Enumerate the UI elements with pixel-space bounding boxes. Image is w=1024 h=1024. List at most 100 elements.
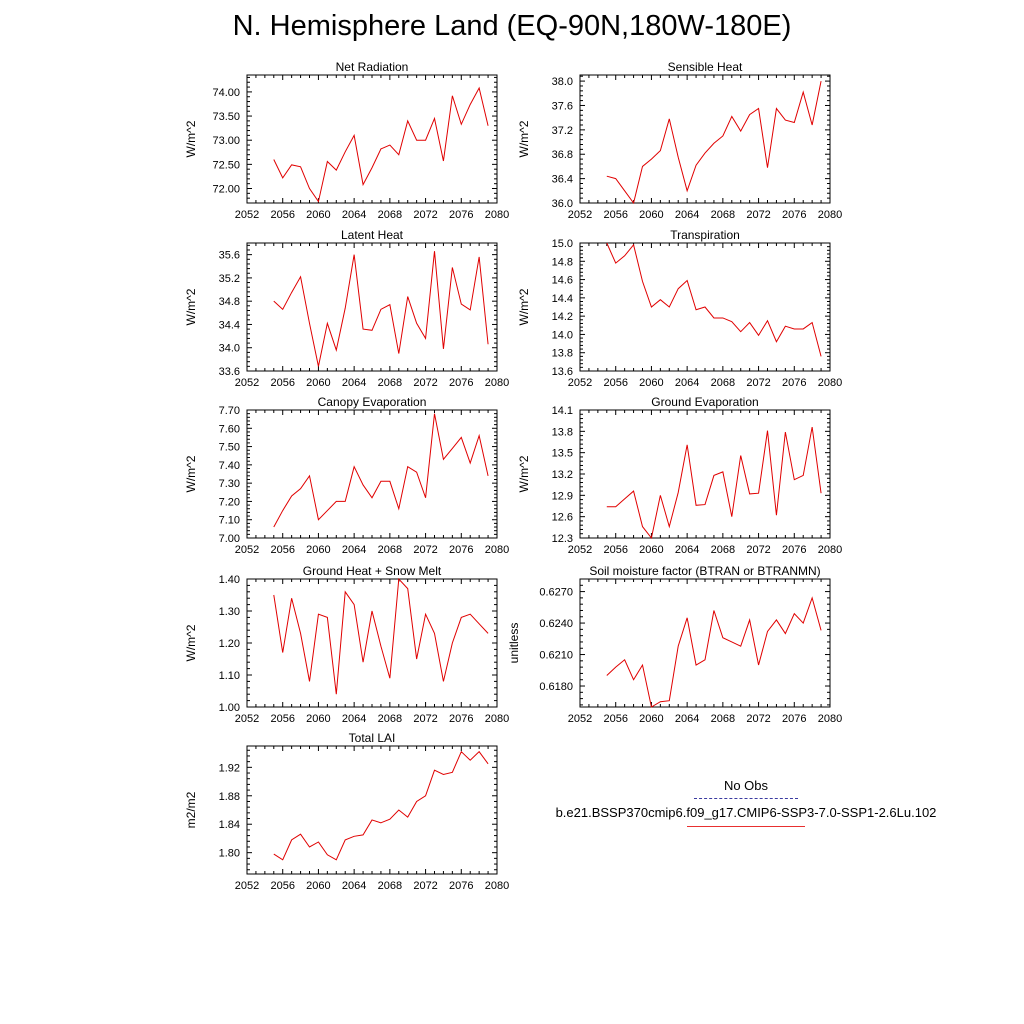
- legend: No Obs b.e21.BSSP370cmip6.f09_g17.CMIP6-…: [520, 778, 972, 827]
- x-tick-label: 2064: [675, 544, 699, 556]
- series-line: [273, 750, 489, 861]
- y-axis-label: W/m^2: [184, 120, 198, 157]
- x-tick-label: 2064: [342, 377, 366, 389]
- x-tick-label: 2072: [746, 377, 770, 389]
- series-line: [606, 596, 822, 708]
- y-axis-label: W/m^2: [184, 455, 198, 492]
- y-tick-label: 15.0: [552, 238, 573, 250]
- x-tick-label: 2052: [568, 209, 592, 221]
- x-tick-label: 2080: [485, 880, 509, 892]
- x-tick-label: 2068: [711, 209, 735, 221]
- x-tick-label: 2056: [603, 209, 627, 221]
- y-tick-label: 34.0: [219, 343, 240, 355]
- y-tick-label: 7.50: [219, 442, 240, 454]
- plot-frame: [579, 409, 831, 539]
- x-tick-label: 2064: [342, 544, 366, 556]
- y-axis-label: unitless: [507, 623, 521, 664]
- x-tick-label: 2080: [818, 209, 842, 221]
- x-tick-label: 2052: [568, 713, 592, 725]
- x-tick-label: 2068: [378, 880, 402, 892]
- x-tick-label: 2052: [235, 377, 259, 389]
- y-tick-label: 36.4: [552, 174, 573, 186]
- x-tick-label: 2080: [485, 209, 509, 221]
- x-tick-label: 2056: [270, 713, 294, 725]
- y-tick-label: 34.4: [219, 319, 240, 331]
- x-tick-label: 2068: [378, 209, 402, 221]
- x-tick-label: 2052: [235, 209, 259, 221]
- x-tick-label: 2072: [413, 544, 437, 556]
- x-tick-label: 2060: [639, 209, 663, 221]
- x-tick-label: 2072: [746, 544, 770, 556]
- series-line: [273, 86, 489, 203]
- y-tick-label: 13.8: [552, 348, 573, 360]
- series-line: [273, 577, 489, 695]
- x-tick-label: 2064: [675, 377, 699, 389]
- y-axis-label: W/m^2: [517, 288, 531, 325]
- plot-frame: [579, 578, 831, 708]
- y-tick-label: 0.6180: [539, 681, 573, 693]
- y-tick-label: 36.8: [552, 149, 573, 161]
- x-tick-label: 2068: [711, 377, 735, 389]
- panel-title: Soil moisture factor (BTRAN or BTRANMN): [589, 564, 820, 578]
- y-tick-label: 12.9: [552, 490, 573, 502]
- x-tick-label: 2056: [270, 880, 294, 892]
- y-tick-label: 13.6: [552, 366, 573, 378]
- y-tick-label: 34.8: [219, 296, 240, 308]
- panel-title: Total LAI: [349, 731, 396, 745]
- x-tick-label: 2072: [746, 713, 770, 725]
- panel-title: Latent Heat: [341, 228, 404, 242]
- x-tick-label: 2080: [485, 377, 509, 389]
- y-tick-label: 1.80: [219, 848, 240, 860]
- series-line: [606, 426, 822, 540]
- y-tick-label: 1.00: [219, 702, 240, 714]
- y-tick-label: 33.6: [219, 366, 240, 378]
- y-tick-label: 14.8: [552, 256, 573, 268]
- y-tick-label: 35.6: [219, 250, 240, 262]
- x-tick-label: 2064: [675, 713, 699, 725]
- x-tick-label: 2052: [235, 544, 259, 556]
- panel-title: Net Radiation: [336, 60, 409, 74]
- y-tick-label: 35.2: [219, 273, 240, 285]
- x-tick-label: 2068: [711, 713, 735, 725]
- y-tick-label: 0.6270: [539, 587, 573, 599]
- panel-canopy-evaporation: Canopy Evaporation W/m^2 2052 2056 2060 2064 2…: [184, 395, 509, 556]
- x-tick-label: 2056: [270, 544, 294, 556]
- panel-title: Ground Evaporation: [651, 395, 758, 409]
- x-tick-label: 2060: [306, 544, 330, 556]
- legend-model-label: b.e21.BSSP370cmip6.f09_g17.CMIP6-SSP3-7.…: [555, 805, 937, 820]
- y-tick-label: 74.00: [212, 87, 240, 99]
- x-tick-label: 2072: [413, 880, 437, 892]
- x-tick-label: 2072: [413, 713, 437, 725]
- y-tick-label: 1.92: [219, 762, 240, 774]
- panel-soil-moisture-factor-btran-or-btranmn: Soil moisture factor (BTRAN or BTRANMN) u…: [507, 564, 842, 725]
- x-tick-label: 2076: [782, 544, 806, 556]
- panel-ground-heat-snow-melt: Ground Heat + Snow Melt W/m^2 2052 2056 2060…: [184, 564, 509, 725]
- y-tick-label: 38.0: [552, 76, 573, 88]
- y-tick-label: 72.00: [212, 184, 240, 196]
- plot-frame: [579, 74, 831, 204]
- y-tick-label: 7.20: [219, 496, 240, 508]
- y-tick-label: 7.60: [219, 423, 240, 435]
- x-tick-label: 2076: [782, 377, 806, 389]
- x-tick-label: 2056: [270, 377, 294, 389]
- y-axis-label: m2/m2: [184, 791, 198, 828]
- y-tick-label: 1.88: [219, 791, 240, 803]
- y-tick-label: 1.20: [219, 638, 240, 650]
- panel-ground-evaporation: Ground Evaporation W/m^2 2052 2056 2060 2064 2…: [517, 395, 842, 556]
- y-tick-label: 73.50: [212, 111, 240, 123]
- x-tick-label: 2068: [378, 377, 402, 389]
- x-tick-label: 2076: [782, 209, 806, 221]
- x-tick-label: 2056: [270, 209, 294, 221]
- panel-total-lai: Total LAI m2/m2 2052 2056 2060 2064 2068 2072 20…: [184, 731, 509, 892]
- y-tick-label: 73.00: [212, 135, 240, 147]
- y-tick-label: 13.5: [552, 448, 573, 460]
- x-tick-label: 2052: [568, 544, 592, 556]
- x-tick-label: 2064: [342, 880, 366, 892]
- x-tick-label: 2076: [449, 713, 473, 725]
- y-axis-label: W/m^2: [517, 455, 531, 492]
- panel-latent-heat: Latent Heat W/m^2 2052 2056 2060 2064 2068 2072…: [184, 228, 509, 389]
- x-tick-label: 2064: [342, 713, 366, 725]
- y-tick-label: 14.2: [552, 311, 573, 323]
- x-tick-label: 2060: [639, 544, 663, 556]
